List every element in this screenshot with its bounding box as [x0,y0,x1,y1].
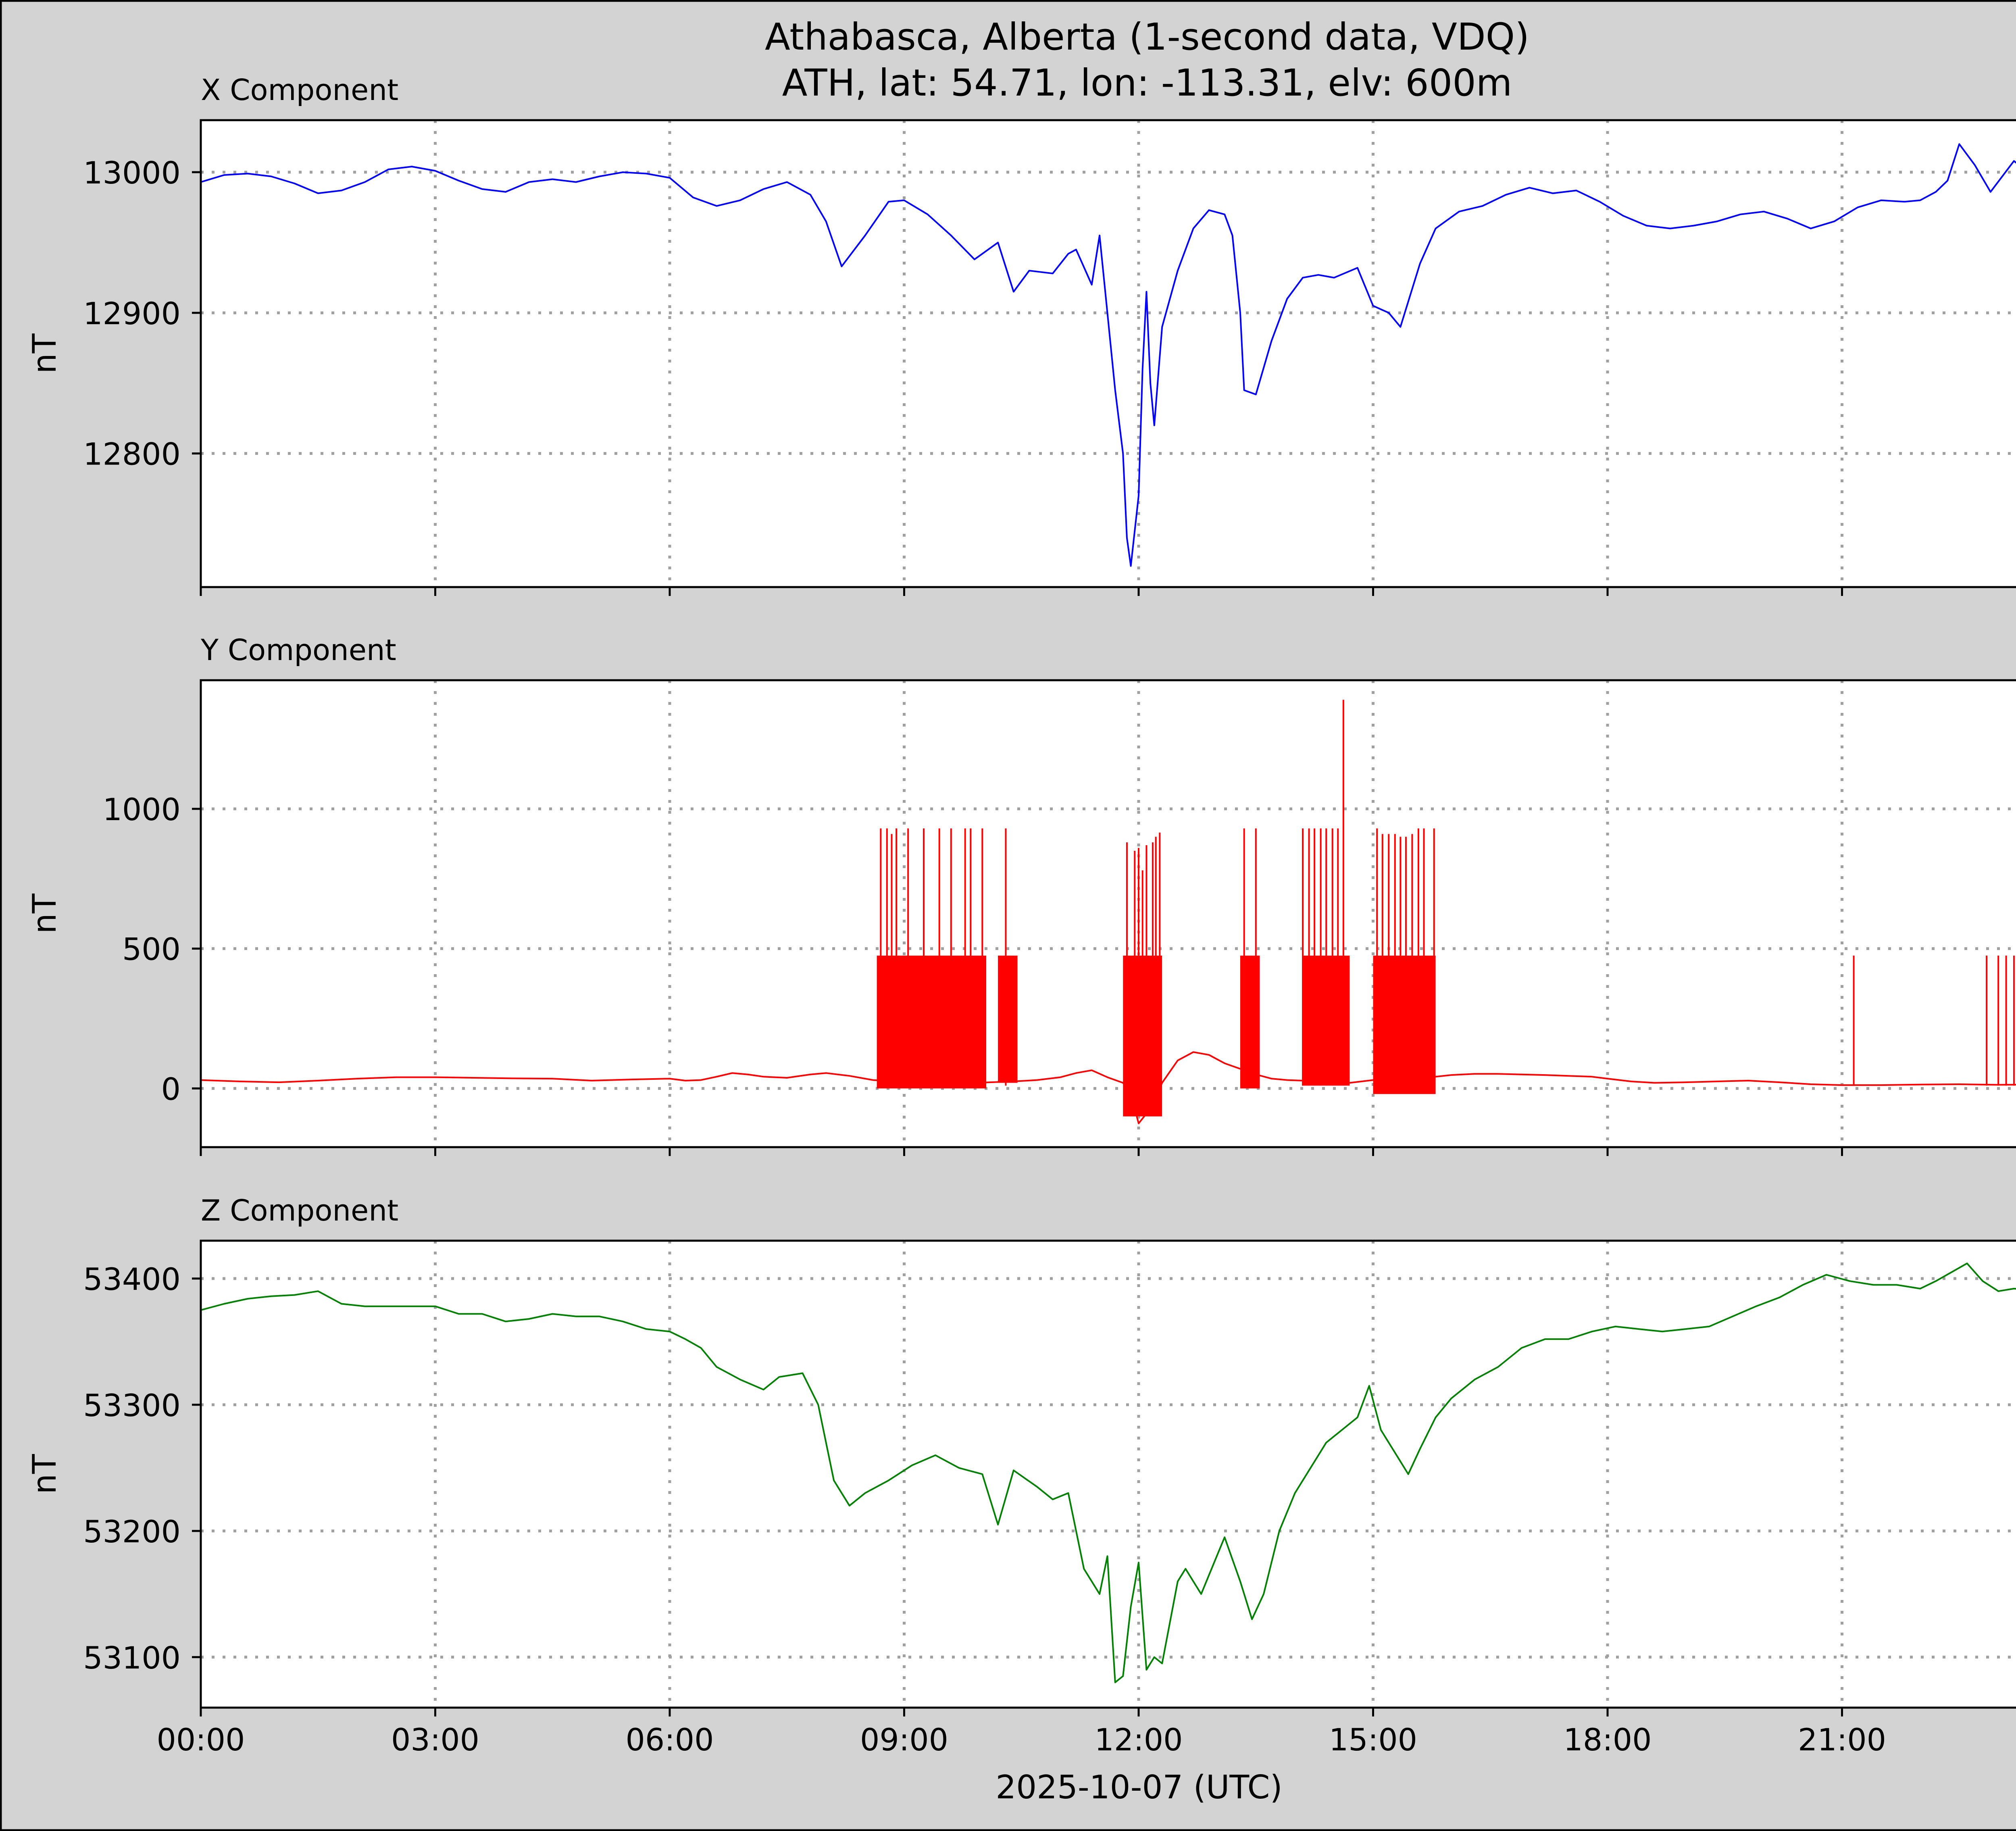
panel-title: X Component [201,73,398,107]
x-tick-label: 00:00 [156,1722,245,1758]
y-tick-label: 53400 [83,1261,181,1297]
panel-title: Z Component [201,1194,398,1227]
noise-band [998,956,1018,1083]
y-axis-label: nT [26,333,63,374]
plot-area [201,680,2016,1147]
series-line [200,143,2016,567]
noise-band [877,956,987,1089]
chart-title-line2: ATH, lat: 54.71, lon: -113.31, elv: 600m [782,61,1512,104]
x-tick-label: 09:00 [860,1722,948,1758]
x-tick-label: 21:00 [1798,1722,1886,1758]
x-tick-label: 12:00 [1094,1722,1183,1758]
y-axis-label: nT [26,893,63,934]
x-tick-label: 03:00 [391,1722,479,1758]
y-tick-label: 53300 [83,1387,181,1423]
y-tick-label: 53100 [83,1640,181,1676]
x-tick-label: 18:00 [1563,1722,1652,1758]
y-tick-label: 12800 [83,436,181,472]
y-tick-label: 0 [161,1071,181,1107]
noise-band [1240,956,1260,1089]
noise-band [1373,956,1436,1094]
panel-title: Y Component [200,633,396,667]
series-line [200,1051,2016,1125]
plot-area [201,120,2016,587]
y-tick-label: 53200 [83,1514,181,1550]
panels-group: 12800 12900 13000 X Component nT 0 500 1000 Y Co… [26,73,2016,1758]
panel-3: 53100 53200 53300 53400 00:00 03:00 06:00 09:00… [26,1194,2016,1758]
y-tick-label: 13000 [83,155,181,191]
y-tick-label: 12900 [83,296,181,331]
x-tick-label: 06:00 [625,1722,714,1758]
x-axis-label: 2025-10-07 (UTC) [996,1769,1282,1806]
y-tick-label: 500 [122,931,181,967]
panel-2: 0 500 1000 Y Component nT [26,633,2016,1156]
plot-area [201,1241,2016,1708]
series-line [200,1262,2016,1683]
y-tick-label: 1000 [103,792,181,827]
chart-title-line1: Athabasca, Alberta (1-second data, VDQ) [765,15,1529,58]
panel-1: 12800 12900 13000 X Component nT [26,73,2016,596]
x-tick-label: 15:00 [1329,1722,1417,1758]
y-axis-label: nT [26,1454,63,1494]
